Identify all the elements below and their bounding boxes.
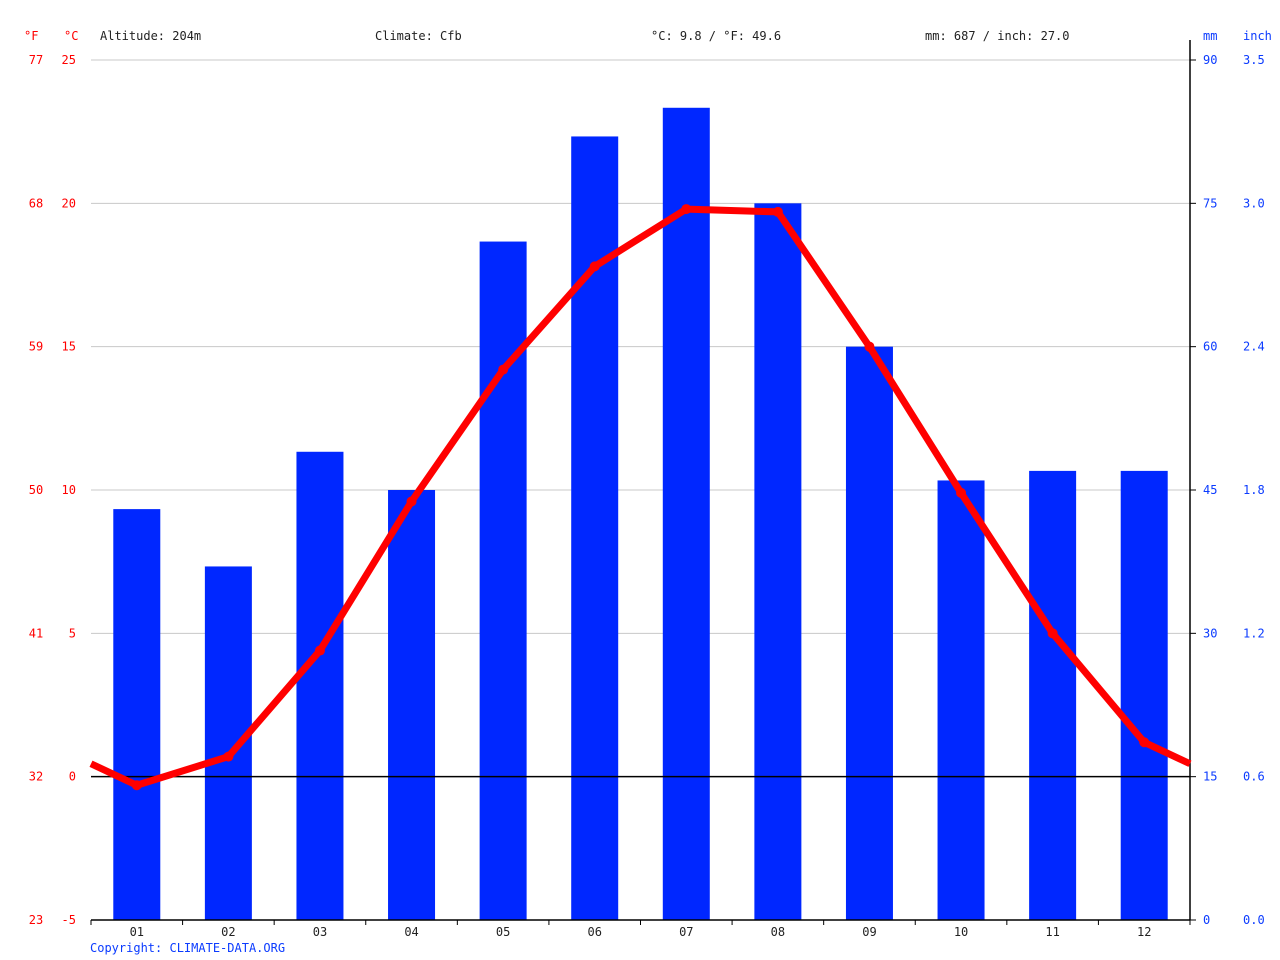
precipitation-bar (1029, 470, 1077, 920)
fahrenheit-tick: 77 (29, 53, 43, 67)
month-label: 12 (1137, 925, 1151, 939)
temperature-point (131, 780, 142, 791)
temperature-point (589, 261, 600, 272)
precipitation-bar (479, 241, 527, 921)
month-label: 09 (862, 925, 876, 939)
fahrenheit-tick: 32 (29, 770, 43, 784)
inch-tick: 0.6 (1243, 770, 1265, 784)
month-label: 06 (587, 925, 601, 939)
climate-label: Climate: Cfb (375, 29, 462, 43)
temperature-point (314, 645, 325, 656)
month-label: 08 (771, 925, 785, 939)
temperature-point (681, 204, 692, 215)
mm-unit-label: mm (1203, 29, 1217, 43)
fahrenheit-tick: 68 (29, 196, 43, 210)
precipitation-bar (754, 203, 802, 921)
precipitation-bar (113, 509, 161, 920)
gridlines (91, 59, 1190, 634)
mm-tick: 30 (1203, 626, 1217, 640)
celsius-tick: 20 (62, 196, 76, 210)
precipitation-bar (845, 346, 893, 921)
inch-tick: 3.0 (1243, 196, 1265, 210)
temperature-point (223, 751, 234, 762)
precipitation-bar (662, 107, 710, 921)
celsius-tick: 15 (62, 340, 76, 354)
month-label: 10 (954, 925, 968, 939)
temperature-point (864, 341, 875, 352)
inch-tick: 0.0 (1243, 913, 1265, 927)
temperature-point (956, 487, 967, 498)
fahrenheit-unit-label: °F (24, 29, 38, 43)
temperature-polyline (89, 205, 1192, 789)
mm-tick: 60 (1203, 340, 1217, 354)
precipitation-bar (204, 566, 252, 920)
temperature-summary: °C: 9.8 / °F: 49.6 (651, 29, 781, 43)
month-label: 04 (404, 925, 418, 939)
celsius-tick: 0 (69, 770, 76, 784)
copyright-link[interactable]: Copyright: CLIMATE-DATA.ORG (90, 941, 285, 955)
precipitation-bar (388, 490, 436, 920)
axes (90, 40, 1196, 925)
fahrenheit-tick: 50 (29, 483, 43, 497)
precipitation-bar (937, 480, 985, 920)
mm-tick: 0 (1203, 913, 1210, 927)
temperature-point (1047, 628, 1058, 639)
month-label: 07 (679, 925, 693, 939)
month-label: 05 (496, 925, 510, 939)
celsius-tick: 10 (62, 483, 76, 497)
temperature-point (772, 206, 783, 217)
month-label: 02 (221, 925, 235, 939)
mm-tick: 15 (1203, 770, 1217, 784)
month-label: 01 (130, 925, 144, 939)
precipitation-bars (113, 107, 1168, 921)
temperature-line (89, 204, 1192, 791)
inch-tick: 1.2 (1243, 626, 1265, 640)
tick-labels: 77 25 90 3.5 68 20 75 3.0 59 15 60 2.4 50 10 45 1.8 41 5 3… (29, 53, 1265, 939)
mm-tick: 90 (1203, 53, 1217, 67)
celsius-tick: 25 (62, 53, 76, 67)
mm-tick: 45 (1203, 483, 1217, 497)
precipitation-bar (296, 451, 344, 920)
inch-tick: 3.5 (1243, 53, 1265, 67)
fahrenheit-tick: 23 (29, 913, 43, 927)
fahrenheit-tick: 41 (29, 626, 43, 640)
mm-tick: 75 (1203, 196, 1217, 210)
inch-unit-label: inch (1243, 29, 1272, 43)
altitude-label: Altitude: 204m (100, 29, 201, 43)
celsius-tick: -5 (62, 913, 76, 927)
celsius-tick: 5 (69, 626, 76, 640)
inch-tick: 1.8 (1243, 483, 1265, 497)
celsius-unit-label: °C (64, 29, 78, 43)
precipitation-summary: mm: 687 / inch: 27.0 (925, 29, 1070, 43)
temperature-point (1139, 737, 1150, 748)
temperature-point (498, 364, 509, 375)
month-label: 11 (1045, 925, 1059, 939)
temperature-point (406, 496, 417, 507)
inch-tick: 2.4 (1243, 340, 1265, 354)
precipitation-bar (1120, 470, 1168, 920)
fahrenheit-tick: 59 (29, 340, 43, 354)
month-label: 03 (313, 925, 327, 939)
